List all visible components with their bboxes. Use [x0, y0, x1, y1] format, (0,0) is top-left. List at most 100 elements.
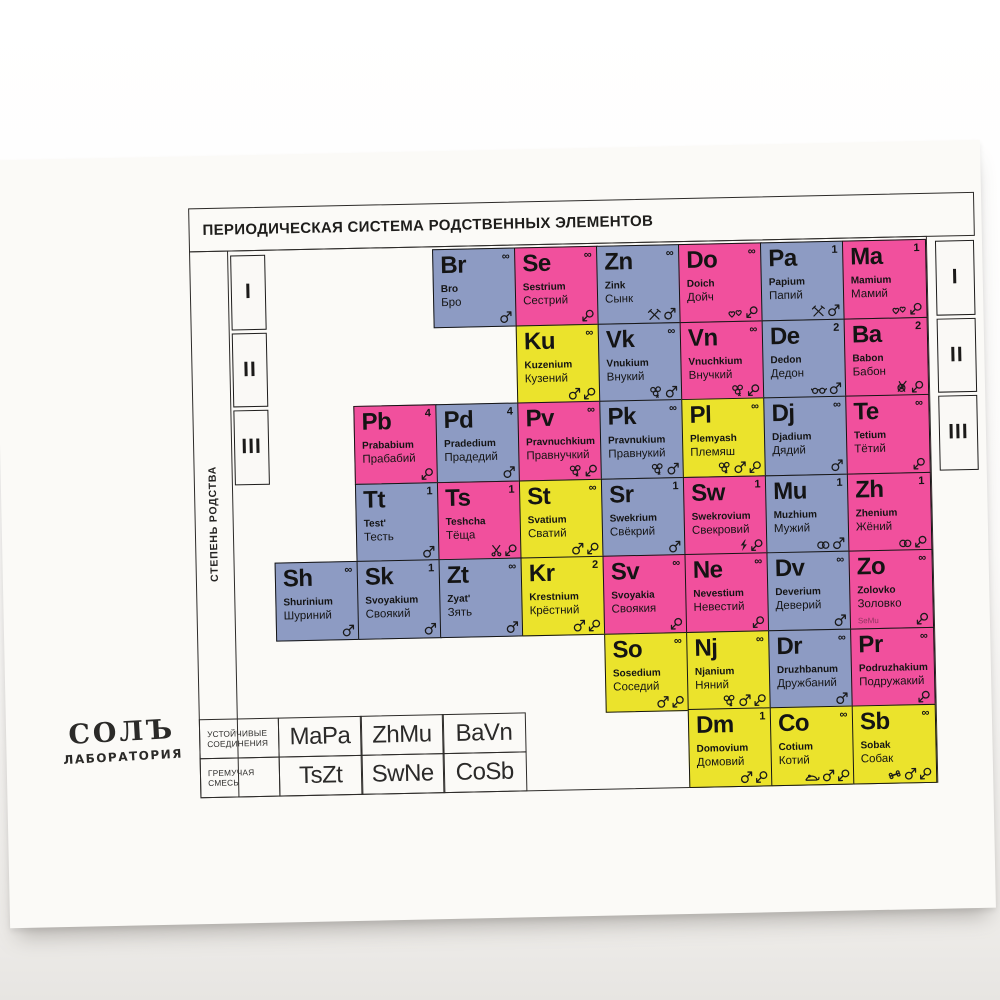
- wedding-rings-icon: [898, 538, 912, 548]
- element-icons: [571, 541, 599, 555]
- element-cell-Sr: Sr 1 Swekrium Свёкрий: [600, 476, 686, 558]
- legend-label-line2: СМЕСЬ: [208, 777, 240, 788]
- element-icons: [668, 540, 681, 553]
- period-numeral-right-I: I: [934, 239, 976, 316]
- element-cell-Co: Co ∞ Cotium Котий: [769, 705, 855, 787]
- element-name-cyrillic: Дедон: [770, 366, 805, 380]
- element-cell-Zn: Zn ∞ Zink Сынк: [595, 244, 682, 325]
- female-loupe-icon: [745, 305, 758, 319]
- element-symbol: Pd: [443, 406, 474, 435]
- wedding-rings-icon: [816, 539, 830, 549]
- element-name-latin: Sobak: [860, 739, 891, 752]
- element-valence: ∞: [747, 245, 756, 258]
- element-icons: [738, 538, 763, 552]
- element-valence: 1: [672, 479, 679, 492]
- element-name-latin: Vnukium: [606, 357, 649, 370]
- element-name-cyrillic: Племяш: [690, 445, 736, 459]
- element-name-latin: Zhenium: [855, 507, 898, 519]
- female-loupe-icon: [909, 302, 922, 315]
- element-cell-Sw: Sw 1 Swekrovium Свекровий: [682, 474, 768, 556]
- element-cell-Zt: Zt ∞ Zyat' Зять: [438, 557, 524, 639]
- element-icons: [572, 619, 600, 633]
- element-name-latin: Papium: [768, 276, 806, 289]
- element-cell-Vn: Vn ∞ Vnuchkium Внучкий: [679, 319, 765, 401]
- element-name-latin: Podruzhakium: [858, 661, 928, 674]
- element-name-cyrillic: Зять: [447, 606, 473, 620]
- element-icons: [816, 536, 845, 550]
- female-loupe-icon: [669, 617, 682, 630]
- balloons-icon: [568, 464, 582, 477]
- male-symbol-icon: [830, 459, 843, 472]
- element-cell-Br: Br ∞ Bro Бро: [432, 247, 518, 329]
- element-icons: [915, 612, 928, 625]
- element-valence: 1: [831, 243, 838, 256]
- compound-cell-BaVn: BaVn: [441, 712, 527, 755]
- element-name-cyrillic: Бро: [441, 296, 462, 310]
- element-valence: ∞: [508, 560, 517, 573]
- element-name-latin: Cotium: [778, 741, 814, 754]
- element-icons: [891, 302, 922, 316]
- element-valence: ∞: [918, 551, 927, 565]
- element-symbol: Sk: [364, 563, 394, 591]
- element-name-cyrillic: Тёща: [445, 528, 476, 542]
- female-loupe-icon: [918, 767, 931, 780]
- element-valence: 2: [591, 558, 599, 571]
- element-symbol: Zo: [856, 552, 886, 581]
- element-cell-So: So ∞ Sosedium Соседий: [604, 631, 690, 713]
- element-name-cyrillic: Невестий: [693, 600, 745, 614]
- element-cell-Zh: Zh 1 Zhenium Жёний: [846, 471, 932, 553]
- element-name-cyrillic: Сватий: [527, 527, 567, 540]
- element-cell-Ba: Ba 2 Babon Бабон: [843, 316, 929, 398]
- female-loupe-icon: [586, 541, 599, 554]
- element-valence: 1: [754, 477, 761, 491]
- element-symbol: Dr: [776, 632, 803, 660]
- male-symbol-icon: [423, 622, 436, 635]
- element-name-latin: Dedon: [770, 354, 802, 366]
- element-symbol: Sr: [608, 480, 634, 509]
- element-icons: [420, 467, 433, 480]
- element-icons: [567, 386, 595, 400]
- element-icons: [422, 545, 435, 558]
- element-symbol: Tt: [362, 485, 386, 514]
- element-valence: ∞: [668, 402, 678, 415]
- element-cell-Do: Do ∞ Doich Дойч: [677, 242, 764, 324]
- element-valence: 2: [914, 319, 922, 332]
- element-icons: [894, 378, 923, 393]
- element-name-cyrillic: Собак: [860, 752, 894, 766]
- period-numeral-right-II: II: [936, 317, 978, 393]
- element-name-latin: Deverium: [775, 586, 821, 599]
- element-symbol: Pl: [689, 401, 712, 429]
- element-name-latin: Svoyakium: [365, 594, 419, 607]
- periodic-table: ПЕРИОДИЧЕСКАЯ СИСТЕМА РОДСТВЕННЫХ ЭЛЕМЕН…: [188, 191, 986, 800]
- element-name-cyrillic: Прабабий: [362, 452, 416, 466]
- element-name-latin: Tetium: [853, 429, 887, 442]
- element-valence: ∞: [921, 706, 930, 720]
- element-symbol: Zt: [446, 561, 469, 590]
- element-name-cyrillic: Свёкрий: [609, 525, 656, 539]
- element-icons: [804, 769, 850, 783]
- element-cell-Pr: Pr ∞ Podruzhakium Подружакий: [850, 626, 936, 708]
- legend-row-label-1: ГРЕМУЧАЯ СМЕСЬ: [199, 756, 281, 799]
- period-numeral-right-III: III: [938, 394, 979, 471]
- element-name-cyrillic: Своякия: [611, 602, 657, 616]
- female-loupe-icon: [420, 467, 433, 480]
- element-cell-Sh: Sh ∞ Shurinium Шуриний: [274, 560, 360, 642]
- glasses-icon: [810, 385, 827, 395]
- male-symbol-icon: [832, 536, 845, 549]
- element-icons: [505, 621, 518, 634]
- element-valence: ∞: [919, 629, 928, 642]
- element-symbol: Pv: [525, 404, 555, 433]
- element-symbol: Ba: [851, 320, 882, 348]
- element-icons: [835, 691, 848, 704]
- element-valence: ∞: [837, 631, 846, 644]
- male-symbol-icon: [733, 461, 746, 474]
- element-cell-Se: Se ∞ Sestrium Сестрий: [514, 245, 600, 327]
- element-valence: ∞: [344, 563, 353, 577]
- element-valence: ∞: [673, 634, 682, 647]
- female-loupe-icon: [910, 379, 923, 393]
- element-valence: 1: [427, 562, 435, 575]
- compound-cell-SwNe: SwNe: [360, 752, 445, 795]
- element-symbol: Te: [853, 397, 880, 426]
- element-cell-Te: Te ∞ Tetium Тётий: [845, 393, 931, 475]
- element-name-cyrillic: Свекровий: [691, 523, 750, 537]
